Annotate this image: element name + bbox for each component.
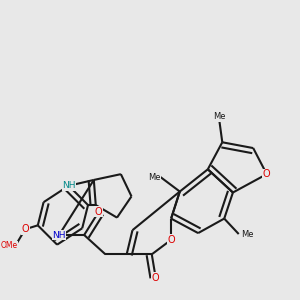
Text: O: O [152,272,160,283]
Text: NH: NH [52,230,66,239]
Text: O: O [21,224,29,234]
Text: O: O [263,169,271,179]
Text: NH: NH [62,181,76,190]
Text: O: O [95,207,103,217]
Text: Me: Me [213,112,226,121]
Text: Me: Me [241,230,254,238]
Text: Me: Me [148,172,161,182]
Text: OMe: OMe [1,241,18,250]
Text: O: O [167,235,175,245]
